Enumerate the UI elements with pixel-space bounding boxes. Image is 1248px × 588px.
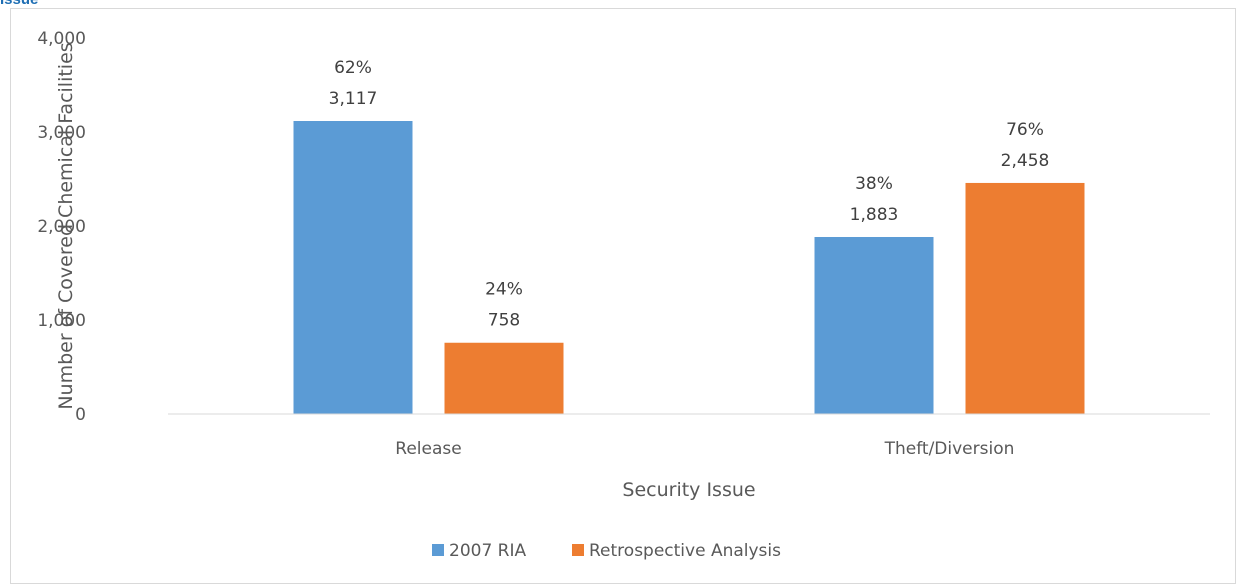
y-tick-label: 0 bbox=[75, 405, 86, 425]
data-label-percent: 62% bbox=[334, 58, 372, 78]
bar-2-1 bbox=[444, 342, 564, 414]
y-tick-label: 2,000 bbox=[37, 217, 86, 237]
x-tick-label: Theft/Diversion bbox=[884, 439, 1015, 459]
data-label-value: 1,883 bbox=[850, 205, 899, 225]
data-label-percent: 24% bbox=[485, 280, 523, 300]
x-axis-ticks: Release Theft/Diversion bbox=[395, 439, 1014, 459]
data-label-value: 3,117 bbox=[329, 89, 378, 109]
y-tick-label: 3,000 bbox=[37, 123, 86, 143]
data-labels: 62% 3,117 24% 758 38% 1,883 76% 2,458 bbox=[329, 58, 1050, 331]
data-label-value: 2,458 bbox=[1001, 151, 1050, 171]
legend: 2007 RIA Retrospective Analysis bbox=[432, 541, 781, 561]
figure-label: Issue bbox=[0, 0, 38, 8]
data-label-percent: 38% bbox=[855, 174, 893, 194]
bar-2-2 bbox=[965, 182, 1085, 414]
y-axis-title: Number of Covered Chemical Facilities bbox=[55, 42, 77, 409]
y-tick-label: 1,000 bbox=[37, 311, 86, 331]
legend-label-1: 2007 RIA bbox=[449, 541, 526, 561]
bar-1-1 bbox=[293, 121, 413, 414]
y-axis-ticks: 0 1,000 2,000 3,000 4,000 bbox=[37, 29, 86, 425]
y-tick-label: 4,000 bbox=[37, 29, 86, 49]
data-label-percent: 76% bbox=[1006, 120, 1044, 140]
x-tick-label: Release bbox=[395, 439, 461, 459]
data-label-value: 758 bbox=[488, 311, 520, 331]
bar-1-2 bbox=[814, 236, 934, 414]
legend-label-2: Retrospective Analysis bbox=[589, 541, 781, 561]
x-axis-title: Security Issue bbox=[622, 479, 755, 501]
bars bbox=[293, 121, 1085, 414]
legend-swatch-1 bbox=[432, 544, 444, 556]
legend-swatch-2 bbox=[572, 544, 584, 556]
